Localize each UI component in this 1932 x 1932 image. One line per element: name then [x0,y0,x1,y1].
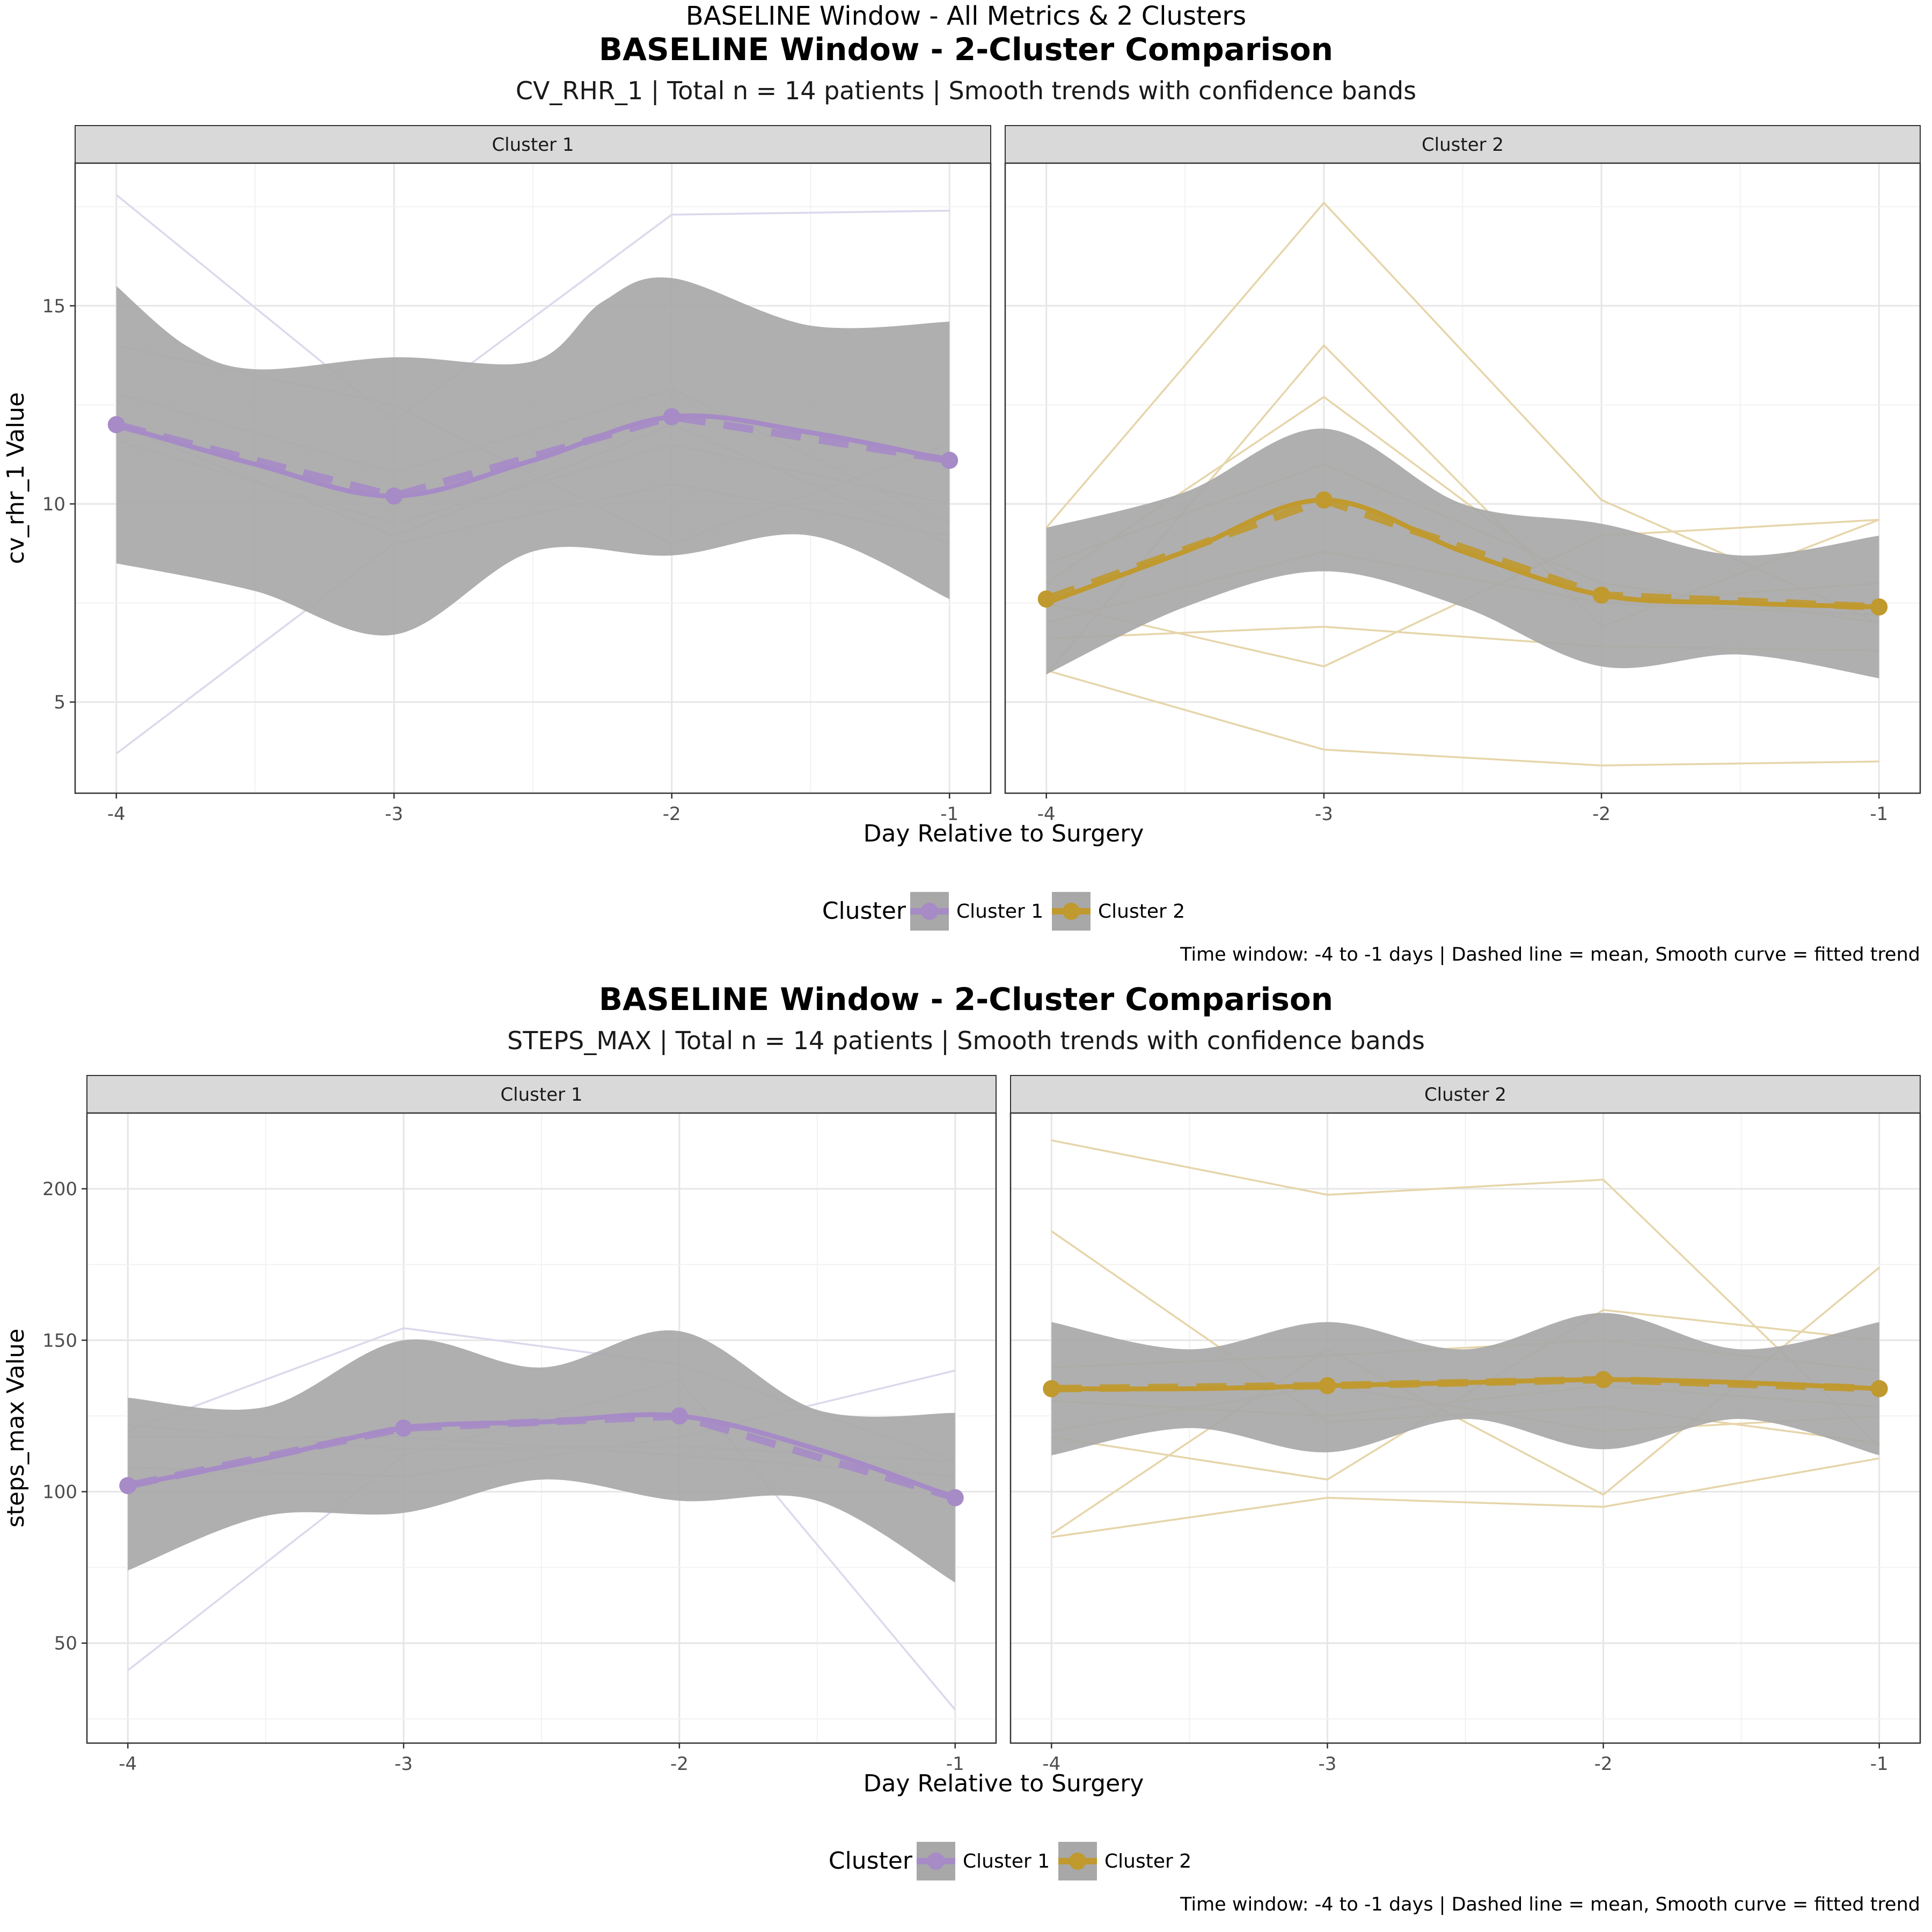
panel-cluster-2: Cluster 2 -4 -3 -2 -1 [1004,125,1921,825]
mean-point [670,1407,688,1425]
x-tick-label: -4 [1037,803,1056,825]
legend-label: Cluster 1 [963,1850,1050,1872]
panel-border [1004,162,1921,794]
y-tick-label: 50 [54,1633,77,1655]
chart-subtitle: STEPS_MAX | Total n = 14 patients | Smoo… [507,1026,1425,1056]
patient-line [1046,669,1879,767]
mean-point [1594,1371,1612,1388]
x-tick-label: -1 [1870,1753,1889,1775]
smooth-trend-line [115,413,950,499]
panel-border [1009,1112,1921,1744]
mean-point [946,1489,964,1506]
mean-point [1319,1377,1336,1394]
facet-strip [86,1075,997,1114]
x-tick-label: -2 [663,803,681,825]
y-tick-label: 15 [42,296,65,317]
legend-key-point [1069,1853,1086,1870]
x-tick-label: -4 [107,803,126,825]
mean-point [119,1477,137,1495]
patient-line [1051,1457,1880,1538]
x-tick-label: -1 [946,1753,964,1775]
mean-point [663,408,680,426]
legend: Cluster Cluster 1 Cluster 2 [822,892,1185,931]
mean-point [1593,586,1611,604]
facet-strip [1005,125,1921,164]
x-axis-title: Day Relative to Surgery [863,820,1144,847]
mean-point [385,487,403,505]
confidence-band [128,1330,955,1583]
x-tick-label: -1 [1870,803,1888,825]
legend-key-point [921,903,938,920]
figure-title: BASELINE Window - All Metrics & 2 Cluste… [686,1,1246,31]
x-tick-label: -2 [670,1753,689,1775]
confidence-band [116,277,950,636]
caption: Time window: -4 to -1 days | Dashed line… [1180,944,1920,965]
legend-key-point [1063,903,1080,920]
legend-label: Cluster 2 [1098,901,1185,923]
chart-1: BASELINE Window - 2-Cluster Comparison CV… [2,31,1921,965]
mean-point [1037,590,1055,608]
mean-point [1870,598,1888,616]
x-tick-label: -3 [1318,1753,1336,1775]
x-tick-label: -3 [1315,803,1333,825]
chart-title: BASELINE Window - 2-Cluster Comparison [599,981,1333,1018]
chart-subtitle: CV_RHR_1 | Total n = 14 patients | Smoot… [516,76,1416,106]
facet-strip [1010,1075,1921,1114]
mean-point [1870,1380,1888,1397]
facet-strip-label: Cluster 1 [500,1084,582,1106]
y-axis-title: cv_rhr_1 Value [2,392,30,564]
x-tick-label: -4 [119,1753,137,1775]
y-tick-label: 5 [54,692,65,713]
smooth-trend-line [1051,1377,1879,1392]
x-tick-label: -1 [940,803,958,825]
chart-title: BASELINE Window - 2-Cluster Comparison [599,31,1333,68]
smooth-trend-line [127,1412,956,1501]
x-tick-label: -3 [385,803,403,825]
patient-line [115,194,950,422]
facet-strip-label: Cluster 2 [1422,134,1504,156]
caption: Time window: -4 to -1 days | Dashed line… [1180,1894,1920,1915]
panel-border [74,162,992,794]
x-axis-title: Day Relative to Surgery [863,1770,1144,1797]
legend-title: Cluster [829,1847,913,1875]
mean-point [395,1419,413,1437]
y-axis-title: steps_max Value [2,1329,30,1528]
mean-point [1043,1380,1060,1397]
y-tick-label: 100 [42,1482,77,1503]
panel-border [86,1112,997,1744]
panel-cluster-1: Cluster 1 -4 -3 -2 -1 5 10 15 [42,125,992,825]
x-tick-label: -3 [394,1753,413,1775]
mean-point [1315,491,1333,509]
x-tick-label: -4 [1042,1753,1060,1775]
patient-line [1051,1139,1880,1447]
legend-label: Cluster 1 [956,901,1043,923]
panel-cluster-2: Cluster 2 -4 -3 -2 -1 [1009,1075,1921,1775]
facet-strip [75,125,991,164]
legend-title: Cluster [822,897,906,925]
y-tick-label: 10 [42,494,65,515]
mean-point [107,416,125,434]
y-tick-label: 150 [42,1330,77,1351]
legend-label: Cluster 2 [1104,1850,1191,1872]
legend-key-point [927,1853,945,1870]
x-tick-label: -2 [1592,803,1611,825]
facet-strip-label: Cluster 1 [492,134,574,156]
mean-point [941,451,958,469]
legend: Cluster Cluster 1 Cluster 2 [829,1842,1191,1880]
facet-strip-label: Cluster 2 [1424,1084,1506,1106]
smooth-trend-line [1045,497,1879,610]
x-tick-label: -2 [1594,1753,1613,1775]
mean-dashed-line [127,1412,956,1502]
panel-cluster-1: Cluster 1 -4 -3 -2 -1 50 100 150 200 [42,1075,997,1775]
y-tick-label: 200 [42,1179,77,1200]
chart-2: BASELINE Window - 2-Cluster Comparison ST… [2,981,1921,1915]
